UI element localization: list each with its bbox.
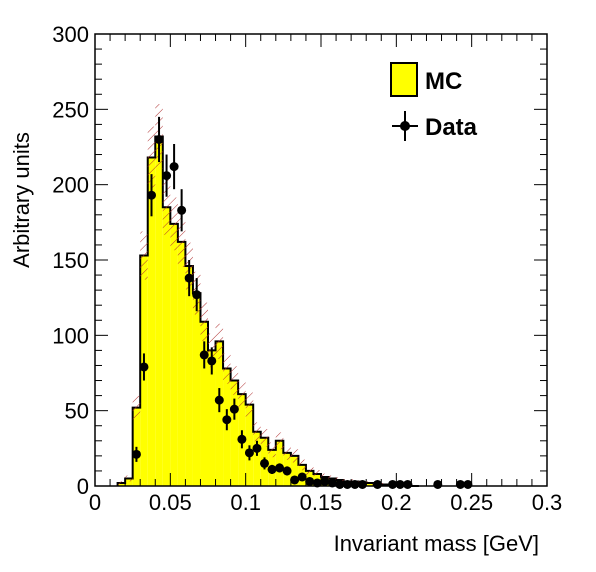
mc-error-hatch — [305, 466, 314, 476]
data-point — [244, 448, 254, 458]
data-point — [252, 443, 262, 453]
x-tick-label: 0.15 — [300, 490, 343, 515]
data-point — [184, 273, 194, 283]
data-point — [275, 463, 285, 473]
mc-error-hatch — [162, 179, 171, 235]
data-point — [260, 458, 269, 468]
mc-error-hatch — [230, 366, 239, 395]
mc-bar — [162, 207, 171, 486]
mc-bar — [147, 157, 156, 486]
mc-error-hatch — [283, 445, 291, 460]
data-point — [131, 449, 141, 459]
x-tick-label: 0 — [89, 490, 101, 515]
data-point — [320, 476, 330, 486]
mc-error-hatch — [253, 422, 261, 442]
mc-error-hatch — [268, 442, 276, 458]
x-tick-label: 0.25 — [450, 490, 493, 515]
mc-error-hatch — [328, 475, 337, 482]
mc-error-hatch — [290, 449, 299, 463]
data-point — [282, 466, 292, 476]
data-point — [463, 479, 473, 489]
data-point — [199, 350, 209, 360]
y-axis-label: Arbitrary units — [9, 132, 34, 268]
mc-bar — [192, 293, 201, 486]
x-tick-labels: 0 0.05 0.1 0.15 0.2 0.25 0.3 — [89, 490, 562, 515]
y-tick-label: 100 — [52, 323, 89, 348]
data-point — [297, 472, 307, 482]
mc-error-hatch — [132, 395, 141, 420]
mc-bar — [170, 223, 178, 486]
mc-bar — [125, 478, 133, 486]
data-point — [222, 415, 232, 425]
y-tick-label: 150 — [52, 248, 89, 273]
axes — [94, 33, 548, 487]
mc-bar — [290, 455, 299, 486]
legend-data-marker — [400, 121, 410, 131]
data-point — [312, 478, 322, 488]
data-point — [305, 476, 315, 486]
mc-error-hatch — [177, 216, 186, 268]
data-point — [154, 134, 164, 144]
mc-bar — [185, 266, 193, 486]
mc-error-hatch — [298, 459, 306, 471]
mc-error-hatch — [200, 302, 208, 341]
mc-bar — [230, 380, 239, 486]
mc-error-hatch — [260, 429, 269, 447]
mc-error-hatch — [117, 481, 126, 485]
data-point — [177, 205, 187, 215]
mc-error-hatch — [366, 481, 374, 485]
x-tick-label: 0.2 — [381, 490, 412, 515]
data-point — [162, 171, 172, 181]
mc-error-hatch — [215, 323, 224, 359]
mc-error-hatch — [170, 197, 178, 251]
data-point — [327, 478, 337, 488]
mc-error-hatch — [336, 477, 344, 483]
legend-data-label: Data — [425, 114, 478, 141]
mc-bar — [208, 350, 216, 486]
x-tick-label: 0.05 — [149, 490, 192, 515]
mc-error-hatch — [313, 470, 321, 478]
data-point — [237, 434, 247, 444]
mc-error-hatch — [381, 482, 389, 486]
data-point — [403, 479, 413, 489]
y-tick-label: 250 — [52, 97, 89, 122]
data-point — [207, 356, 217, 366]
data-point — [169, 162, 179, 172]
mc-error-hatch — [321, 473, 329, 481]
data-point — [192, 290, 202, 300]
mc-bar — [155, 136, 163, 486]
mc-bar — [200, 321, 208, 486]
y-tick-labels: 0 50 100 150 200 250 300 — [52, 22, 89, 499]
x-tick-label: 0.3 — [532, 490, 563, 515]
mc-error-hatch — [125, 475, 133, 482]
mc-bar — [177, 241, 186, 486]
x-axis-label: Invariant mass [GeV] — [334, 531, 539, 556]
legend-mc-swatch — [390, 62, 418, 97]
legend-mc-label: MC — [425, 68, 462, 95]
data-point — [214, 395, 224, 405]
data-point — [139, 362, 149, 372]
y-tick-label: 200 — [52, 173, 89, 198]
legend: MC Data — [390, 62, 478, 141]
data-point — [433, 479, 443, 489]
mc-error-hatch — [238, 381, 246, 408]
mc-error-hatch — [223, 353, 231, 384]
data-point — [267, 464, 277, 474]
mc-bar — [215, 341, 224, 486]
mc-error-hatch — [245, 392, 254, 417]
mc-error-hatch — [275, 432, 284, 450]
y-tick-label: 50 — [65, 399, 89, 424]
data-point — [373, 479, 382, 489]
mc-bar — [253, 431, 261, 486]
mc-error-hatch — [147, 126, 156, 189]
x-tick-label: 0.1 — [230, 490, 261, 515]
y-tick-label: 0 — [77, 474, 89, 499]
data-point — [229, 404, 239, 414]
y-tick-label: 300 — [52, 22, 89, 47]
data-point — [357, 479, 367, 489]
data-point — [147, 190, 156, 200]
data-point — [290, 475, 300, 485]
mc-error-hatch — [140, 231, 148, 280]
